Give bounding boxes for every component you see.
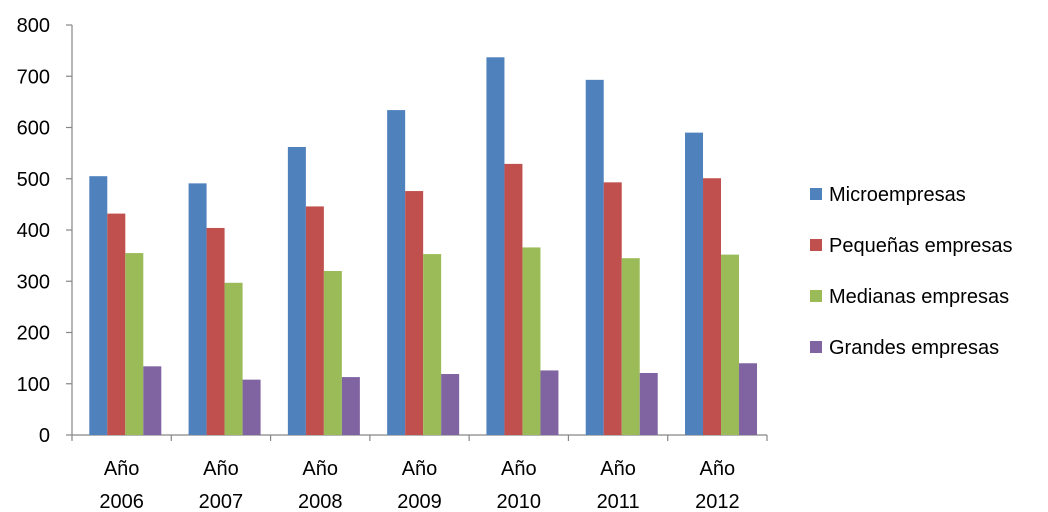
bar-microempresas [685,132,704,435]
y-tick-label: 300 [17,271,50,293]
x-category-label-line: Año [402,458,438,480]
x-category-label: Año 2012 [695,458,740,512]
x-category-label-line: 2010 [497,491,542,512]
x-category-label: Año 2008 [298,458,343,512]
legend: Microempresas Pequeñas empresas Medianas e… [810,184,1012,359]
y-tick-label: 200 [17,323,50,345]
bar-pequeñas-empresas [504,163,523,435]
y-tick-label: 800 [17,15,50,37]
bar-medianas-empresas [323,271,342,435]
y-tick-label: 500 [17,169,50,191]
bar-grandes-empresas [341,377,360,435]
legend-swatch [810,239,822,251]
x-category-label-line: Año [203,458,239,480]
legend-swatch [810,290,822,302]
bar-microempresas [585,79,604,436]
y-tick-label: 100 [17,374,50,396]
bar-pequeñas-empresas [206,227,225,435]
bar-pequeñas-empresas [107,213,126,435]
legend-swatch [810,341,822,353]
legend-swatch [810,188,822,200]
legend-label: Medianas empresas [829,286,1009,308]
bar-medianas-empresas [522,247,541,435]
legend-label: Microempresas [829,184,966,206]
legend-label: Pequeñas empresas [829,235,1012,257]
y-tick-label: 400 [17,220,50,242]
x-category-label-line: 2012 [695,491,740,512]
x-category-label-line: 2009 [397,491,442,512]
bar-grandes-empresas [143,366,162,435]
x-category-label: Año 2007 [199,458,244,512]
x-category-label: Año 2010 [497,458,542,512]
bars [89,57,758,436]
legend-label: Grandes empresas [829,337,999,359]
x-category-label-line: Año [302,458,338,480]
x-category-label-line: Año [501,458,537,480]
bar-microempresas [287,146,306,435]
x-category-label-line: Año [104,458,140,480]
bar-microempresas [486,57,505,435]
bar-pequeñas-empresas [405,191,424,435]
bar-grandes-empresas [242,379,261,435]
y-tick-label: 0 [39,425,50,447]
bar-medianas-empresas [125,253,144,435]
x-category-label-line: 2006 [99,491,144,512]
x-category-label-line: 2008 [298,491,343,512]
y-axis: 0 100 200 300 400 500 600 700 800 [17,15,73,447]
x-category-label-line: 2007 [199,491,244,512]
x-category-label: Año 2011 [597,458,640,512]
bar-microempresas [387,110,406,435]
x-category-label-line: Año [700,458,736,480]
bar-pequeñas-empresas [603,182,622,435]
bar-microempresas [188,183,207,435]
bar-grandes-empresas [540,370,559,435]
bar-medianas-empresas [423,254,442,435]
x-category-label: Año 2009 [397,458,442,512]
bar-microempresas [89,176,108,435]
y-tick-label: 700 [17,66,50,88]
bar-medianas-empresas [721,254,740,435]
y-tick-label: 600 [17,118,50,140]
bar-grandes-empresas [739,363,758,435]
bar-pequeñas-empresas [305,206,324,435]
bar-medianas-empresas [621,258,640,435]
x-axis: Año 2006 Año 2007 Año 2008 Año 2009 Año 2010 Año 20… [71,434,768,512]
bar-grandes-empresas [639,372,658,435]
bar-grandes-empresas [441,374,460,435]
bar-medianas-empresas [224,282,243,435]
x-category-label-line: Año [600,458,636,480]
bar-pequeñas-empresas [703,178,722,436]
x-category-label: Año 2006 [99,458,144,512]
x-category-label-line: 2011 [597,491,640,512]
